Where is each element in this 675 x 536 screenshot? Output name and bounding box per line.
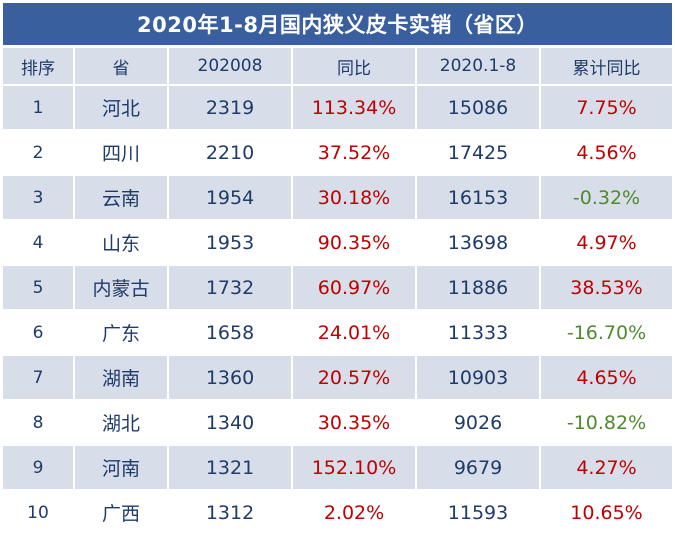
cell-aug-yoy: 20.57% xyxy=(293,356,417,401)
cell-aug-sales: 1360 xyxy=(169,356,293,401)
cell-ytd-yoy: 10.65% xyxy=(541,491,672,536)
cell-aug-yoy: 24.01% xyxy=(293,311,417,356)
cell-aug-yoy: 90.35% xyxy=(293,221,417,266)
cell-ytd-sales: 15086 xyxy=(417,86,541,131)
cell-ytd-sales: 10903 xyxy=(417,356,541,401)
cell-aug-sales: 1658 xyxy=(169,311,293,356)
cell-ytd-sales: 11886 xyxy=(417,266,541,311)
cell-rank: 6 xyxy=(3,311,75,356)
cell-aug-sales: 1340 xyxy=(169,401,293,446)
cell-aug-yoy: 113.34% xyxy=(293,86,417,131)
cell-rank: 10 xyxy=(3,491,75,536)
table-row: 5 内蒙古 1732 60.97% 11886 38.53% xyxy=(3,266,672,311)
cell-province: 四川 xyxy=(75,131,169,176)
table-row: 9 河南 1321 152.10% 9679 4.27% xyxy=(3,446,672,491)
cell-ytd-sales: 13698 xyxy=(417,221,541,266)
cell-province: 广西 xyxy=(75,491,169,536)
cell-ytd-sales: 11333 xyxy=(417,311,541,356)
cell-province: 广东 xyxy=(75,311,169,356)
table-body: 1 河北 2319 113.34% 15086 7.75% 2 四川 2210 37.52% 174… xyxy=(3,86,672,536)
cell-province: 内蒙古 xyxy=(75,266,169,311)
cell-ytd-yoy: 38.53% xyxy=(541,266,672,311)
table-row: 2 四川 2210 37.52% 17425 4.56% xyxy=(3,131,672,176)
cell-ytd-yoy: 4.97% xyxy=(541,221,672,266)
cell-aug-sales: 2210 xyxy=(169,131,293,176)
header-ytd-yoy: 累计同比 xyxy=(541,48,672,86)
header-province: 省 xyxy=(75,48,169,86)
cell-aug-sales: 1312 xyxy=(169,491,293,536)
cell-ytd-yoy: -16.70% xyxy=(541,311,672,356)
cell-rank: 1 xyxy=(3,86,75,131)
cell-aug-sales: 1321 xyxy=(169,446,293,491)
cell-province: 湖南 xyxy=(75,356,169,401)
table-row: 4 山东 1953 90.35% 13698 4.97% xyxy=(3,221,672,266)
table-row: 8 湖北 1340 30.35% 9026 -10.82% xyxy=(3,401,672,446)
cell-aug-yoy: 152.10% xyxy=(293,446,417,491)
cell-ytd-yoy: -0.32% xyxy=(541,176,672,221)
header-ytd-sales: 2020.1-8 xyxy=(417,48,541,86)
cell-province: 山东 xyxy=(75,221,169,266)
cell-province: 河北 xyxy=(75,86,169,131)
cell-aug-yoy: 30.35% xyxy=(293,401,417,446)
cell-ytd-sales: 9679 xyxy=(417,446,541,491)
cell-aug-yoy: 2.02% xyxy=(293,491,417,536)
cell-aug-sales: 1953 xyxy=(169,221,293,266)
table-row: 6 广东 1658 24.01% 11333 -16.70% xyxy=(3,311,672,356)
cell-ytd-yoy: 4.65% xyxy=(541,356,672,401)
header-aug-yoy: 同比 xyxy=(293,48,417,86)
cell-ytd-sales: 16153 xyxy=(417,176,541,221)
cell-rank: 7 xyxy=(3,356,75,401)
sales-table: 排序 省 202008 同比 2020.1-8 累计同比 1 河北 2319 113.… xyxy=(3,48,672,536)
cell-aug-yoy: 37.52% xyxy=(293,131,417,176)
cell-ytd-yoy: 7.75% xyxy=(541,86,672,131)
header-rank: 排序 xyxy=(3,48,75,86)
cell-rank: 9 xyxy=(3,446,75,491)
cell-province: 湖北 xyxy=(75,401,169,446)
header-aug-sales: 202008 xyxy=(169,48,293,86)
cell-ytd-yoy: 4.27% xyxy=(541,446,672,491)
cell-aug-sales: 1732 xyxy=(169,266,293,311)
table-title: 2020年1-8月国内狭义皮卡实销（省区） xyxy=(3,3,672,45)
cell-province: 河南 xyxy=(75,446,169,491)
table-row: 1 河北 2319 113.34% 15086 7.75% xyxy=(3,86,672,131)
cell-ytd-sales: 11593 xyxy=(417,491,541,536)
cell-ytd-yoy: -10.82% xyxy=(541,401,672,446)
table-row: 3 云南 1954 30.18% 16153 -0.32% xyxy=(3,176,672,221)
cell-ytd-yoy: 4.56% xyxy=(541,131,672,176)
cell-rank: 5 xyxy=(3,266,75,311)
cell-rank: 8 xyxy=(3,401,75,446)
cell-rank: 2 xyxy=(3,131,75,176)
header-row: 排序 省 202008 同比 2020.1-8 累计同比 xyxy=(3,48,672,86)
cell-aug-yoy: 30.18% xyxy=(293,176,417,221)
table-row: 7 湖南 1360 20.57% 10903 4.65% xyxy=(3,356,672,401)
cell-aug-sales: 1954 xyxy=(169,176,293,221)
cell-rank: 3 xyxy=(3,176,75,221)
cell-province: 云南 xyxy=(75,176,169,221)
cell-rank: 4 xyxy=(3,221,75,266)
cell-ytd-sales: 9026 xyxy=(417,401,541,446)
cell-ytd-sales: 17425 xyxy=(417,131,541,176)
table-row: 10 广西 1312 2.02% 11593 10.65% xyxy=(3,491,672,536)
cell-aug-sales: 2319 xyxy=(169,86,293,131)
cell-aug-yoy: 60.97% xyxy=(293,266,417,311)
